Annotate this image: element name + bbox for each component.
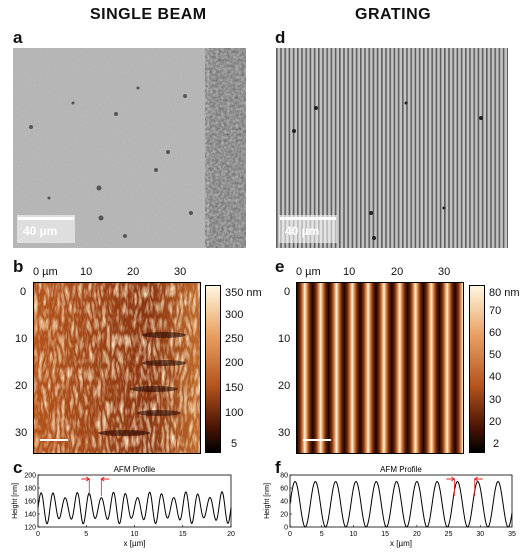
- micrograph-grating-image: [276, 48, 508, 248]
- c-y-tick-0: 200: [24, 473, 36, 480]
- c-plot-title: AFM Profile: [114, 465, 156, 474]
- panel-label-d: d: [275, 28, 286, 47]
- x-tick-e-3: 30: [438, 266, 451, 278]
- afm-map-single-beam: [33, 282, 201, 454]
- afm-map-grating-image: [297, 283, 463, 453]
- micrograph-single-beam: 40 µm: [13, 48, 246, 248]
- y-tick-b-1: 10: [15, 333, 28, 345]
- f-period-arrow-right: [473, 476, 483, 482]
- c-period-arrow-left: [81, 476, 91, 482]
- c-x-tick-2: 10: [131, 531, 139, 538]
- c-series-line: [37, 491, 232, 525]
- cbar-tick-e-2: 60: [489, 327, 502, 339]
- colorbar-b: [205, 285, 221, 453]
- cbar-tick-e-5: 30: [489, 394, 502, 406]
- cbar-tick-b-5: 100: [225, 407, 244, 419]
- c-y-axis-label: Height [nm]: [12, 483, 19, 519]
- afm-map-grating: [296, 282, 464, 454]
- line-chart-c-svg: AFM Profile x [µm] Height [nm] 0 5 10 15 20 200 1…: [12, 465, 235, 548]
- f-x-tick-0: 0: [288, 531, 292, 538]
- cbar-tick-b-6: 5: [231, 438, 238, 450]
- f-x-tick-6: 30: [476, 531, 484, 538]
- afm-scale-arrow-b: [40, 439, 68, 441]
- cbar-tick-e-0: 80 nm: [489, 287, 520, 299]
- cbar-tick-b-4: 150: [225, 382, 244, 394]
- scale-bar-label-d: 40 µm: [285, 224, 320, 238]
- panel-label-e: e: [275, 257, 285, 276]
- c-period-arrow-right: [100, 476, 110, 482]
- cbar-tick-e-4: 40: [489, 371, 502, 383]
- y-tick-e-1: 10: [278, 333, 291, 345]
- cbar-tick-e-7: 2: [493, 438, 500, 450]
- line-chart-f-svg: AFM Profile x [µm] Height [nm] 0 5 10 15 20 25 30…: [264, 465, 516, 548]
- c-x-axis-label: x [µm]: [124, 539, 146, 548]
- f-series-line: [289, 480, 513, 528]
- cbar-tick-b-0: 350 nm: [225, 287, 262, 299]
- c-y-tick-1: 180: [24, 486, 36, 493]
- c-x-tick-3: 15: [179, 531, 187, 538]
- scale-bar-line-d: [280, 217, 336, 220]
- x-tick-e-2: 20: [391, 266, 404, 278]
- f-y-tick-4: 0: [284, 525, 288, 532]
- colorbar-e: [469, 285, 485, 453]
- afm-scale-arrow-e: [303, 439, 331, 441]
- y-tick-e-2: 20: [278, 380, 291, 392]
- x-tick-b-1: 10: [80, 266, 93, 278]
- f-y-tick-1: 60: [280, 486, 288, 493]
- cbar-tick-e-6: 20: [489, 416, 502, 428]
- f-period-arrow-left: [446, 476, 456, 482]
- f-x-tick-2: 10: [350, 531, 358, 538]
- f-x-tick-3: 15: [381, 531, 389, 538]
- f-x-axis-label: x [µm]: [390, 539, 412, 548]
- x-tick-e-1: 10: [343, 266, 356, 278]
- y-tick-b-3: 30: [15, 427, 28, 439]
- f-y-tick-0: 80: [280, 473, 288, 480]
- panel-label-b: b: [13, 257, 24, 276]
- f-plot-title: AFM Profile: [380, 465, 422, 474]
- micrograph-single-beam-image: [13, 48, 246, 248]
- f-y-axis-label: Height [nm]: [264, 483, 271, 519]
- line-chart-c: AFM Profile x [µm] Height [nm] 0 5 10 15 20 200 1…: [0, 462, 245, 550]
- particles: [29, 86, 193, 238]
- x-tick-b-2: 20: [127, 266, 140, 278]
- cbar-tick-e-3: 50: [489, 349, 502, 361]
- x-tick-b-0: 0 µm: [33, 266, 58, 278]
- cbar-tick-b-3: 200: [225, 357, 244, 369]
- title-grating: GRATING: [355, 6, 432, 23]
- y-tick-e-0: 0: [284, 286, 291, 298]
- f-x-tick-5: 25: [445, 531, 453, 538]
- panel-label-c: c: [13, 458, 23, 477]
- f-y-tick-2: 40: [280, 499, 288, 506]
- scale-bar-label-a: 40 µm: [23, 224, 58, 238]
- x-tick-e-0: 0 µm: [296, 266, 321, 278]
- f-x-tick-1: 5: [320, 531, 324, 538]
- x-tick-b-3: 30: [174, 266, 187, 278]
- c-x-tick-1: 5: [84, 531, 88, 538]
- cbar-tick-e-1: 70: [489, 305, 502, 317]
- c-x-tick-4: 20: [227, 531, 235, 538]
- title-single-beam: SINGLE BEAM: [90, 6, 207, 23]
- c-y-tick-3: 140: [24, 512, 36, 519]
- panel-label-a: a: [13, 28, 23, 47]
- y-tick-b-2: 20: [15, 380, 28, 392]
- c-x-tick-0: 0: [36, 531, 40, 538]
- y-tick-b-0: 0: [20, 286, 27, 298]
- panel-label-f: f: [275, 458, 281, 477]
- afm-map-single-beam-image: [34, 283, 200, 453]
- f-x-tick-7: 35: [508, 531, 516, 538]
- c-y-tick-2: 160: [24, 499, 36, 506]
- cbar-tick-b-2: 250: [225, 333, 244, 345]
- cbar-tick-b-1: 300: [225, 309, 244, 321]
- line-chart-f: AFM Profile x [µm] Height [nm] 0 5 10 15 20 25 30…: [262, 462, 527, 550]
- y-tick-e-3: 30: [278, 427, 291, 439]
- scale-bar-line-a: [18, 217, 74, 220]
- micrograph-grating: 40 µm: [276, 48, 508, 248]
- f-y-tick-3: 20: [280, 512, 288, 519]
- particles-d: [292, 101, 483, 240]
- c-y-tick-4: 120: [24, 525, 36, 532]
- f-x-tick-4: 20: [413, 531, 421, 538]
